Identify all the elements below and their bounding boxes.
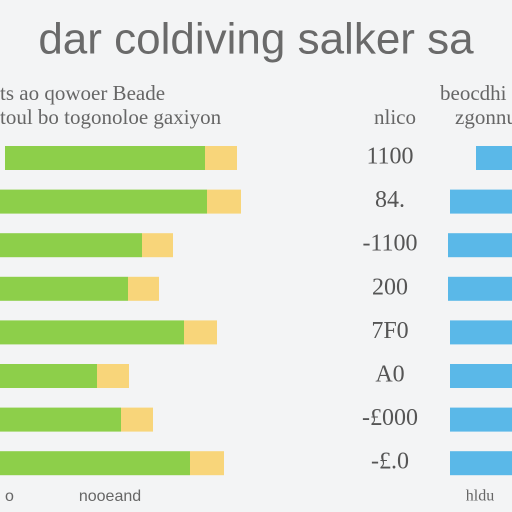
footer-label: hldu xyxy=(466,488,494,505)
bar-segment xyxy=(207,189,241,214)
bar-segment xyxy=(0,451,190,476)
header-mid: nlico xyxy=(374,105,416,129)
row-label: 84. xyxy=(375,187,405,213)
bar-segment xyxy=(0,320,184,345)
footer-label: nooeand xyxy=(79,488,141,505)
row-label: 7F0 xyxy=(371,318,408,344)
bar xyxy=(448,276,512,301)
bar xyxy=(450,320,512,345)
row-label: 1100 xyxy=(366,144,413,170)
bar-segment xyxy=(184,320,217,345)
bar-segment xyxy=(0,276,128,301)
row-label: A0 xyxy=(375,362,404,388)
bar-segment xyxy=(97,364,129,388)
bar-segment xyxy=(121,407,153,432)
bar-segment xyxy=(128,276,159,301)
bar-segment xyxy=(0,407,121,432)
row-label: -£000 xyxy=(362,405,418,431)
bar-segment xyxy=(0,189,207,214)
row-label: -£.0 xyxy=(371,449,409,475)
bar-segment xyxy=(0,233,142,258)
bar-segment xyxy=(5,146,205,170)
header-left: toul bo togonoloe gaxiyon xyxy=(0,105,222,129)
bar xyxy=(450,364,512,388)
bar xyxy=(476,146,512,170)
bar xyxy=(450,407,512,432)
bar xyxy=(450,451,512,476)
row-label: 200 xyxy=(372,274,408,300)
header-right: beocdhi xyxy=(440,81,507,105)
bar-segment xyxy=(0,364,97,388)
footer-label: o xyxy=(5,488,14,505)
row-label: -1100 xyxy=(362,231,417,257)
bar-segment xyxy=(205,146,237,170)
bar-segment xyxy=(142,233,173,258)
header-left: ts ao qowoer Beade xyxy=(0,81,165,105)
bar-segment xyxy=(190,451,224,476)
bar xyxy=(448,233,512,258)
chart-title: dar coldiving salker sa xyxy=(38,15,474,64)
header-right: zgonnug xyxy=(455,105,512,129)
bar xyxy=(450,189,512,214)
